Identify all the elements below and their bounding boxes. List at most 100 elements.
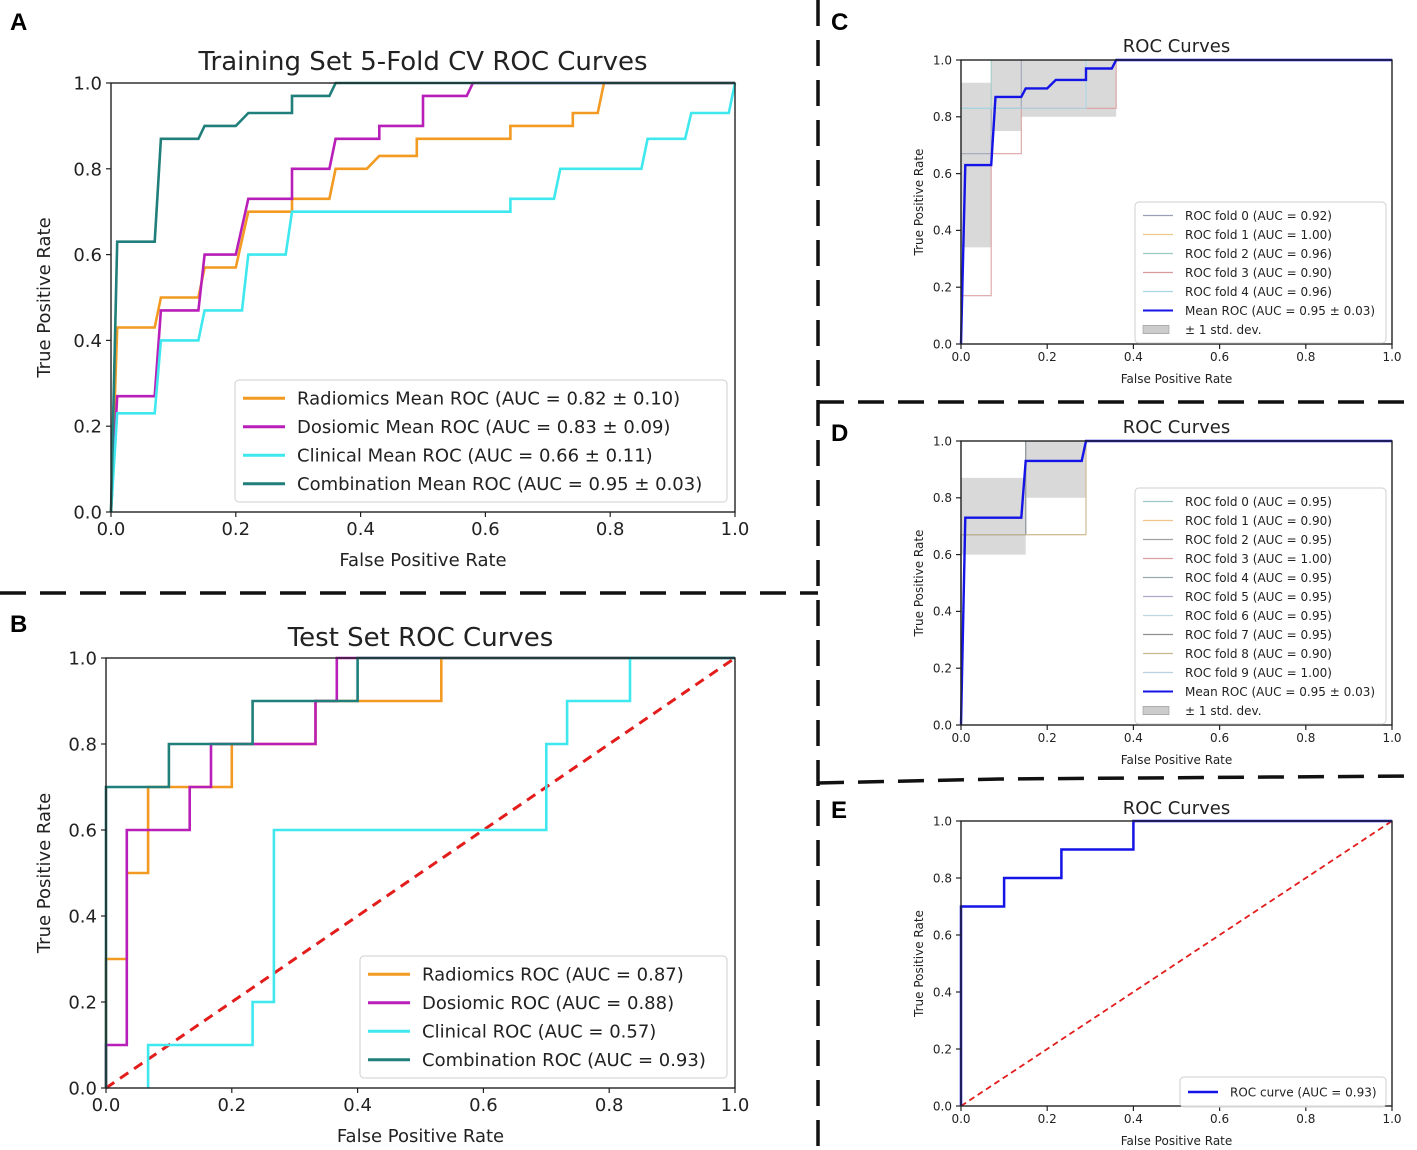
panel-label-b: B [10, 611, 27, 638]
y-tick-label: 0.0 [933, 1099, 952, 1113]
y-tick-label: 0.2 [73, 417, 102, 438]
y-axis-label: True Positive Rate [34, 217, 55, 378]
plot-frame [960, 59, 1393, 345]
separator-de [817, 774, 1417, 785]
legend-entry-label: Radiomics Mean ROC (AUC = 0.82 ± 0.10) [297, 389, 680, 410]
y-tick-label: 0.8 [68, 734, 97, 755]
plot-frame [110, 82, 736, 513]
y-tick-label: 0.4 [73, 331, 102, 352]
panel-label-d: D [831, 420, 848, 447]
y-tick-label: 0.6 [73, 245, 102, 266]
y-tick-label: 0.4 [933, 985, 952, 999]
x-tick-label: 1.0 [721, 519, 750, 540]
legend-entry-label: ROC fold 1 (AUC = 1.00) [1185, 228, 1332, 242]
x-tick-label: 0.4 [1124, 350, 1143, 364]
legend-entry-label: ROC curve (AUC = 0.93) [1230, 1085, 1377, 1099]
y-tick-label: 0.6 [933, 548, 952, 562]
y-axis-label: True Positive Rate [912, 910, 926, 1018]
y-tick-label: 0.8 [933, 110, 952, 124]
x-tick-label: 0.4 [1124, 731, 1143, 745]
legend-entry-label: ROC fold 0 (AUC = 0.95) [1185, 495, 1332, 509]
fold-line-3 [960, 59, 1392, 344]
x-tick-label: 0.2 [1038, 350, 1057, 364]
std-band-area [961, 60, 1392, 248]
legend-entry-label: ROC fold 1 (AUC = 0.90) [1185, 514, 1332, 528]
chart-title: Test Set ROC Curves [287, 623, 554, 653]
legend-box [1179, 1076, 1387, 1108]
y-tick-label: 0.2 [68, 992, 97, 1013]
y-tick-label: 0.8 [73, 159, 102, 180]
y-tick-label: 0.6 [933, 928, 952, 942]
legend-box [234, 379, 728, 503]
legend-entry-label: ROC fold 5 (AUC = 0.95) [1185, 590, 1332, 604]
y-tick-label: 0.6 [933, 167, 952, 181]
y-tick-label: 0.2 [933, 1042, 952, 1056]
legend-entry-label: ROC fold 4 (AUC = 0.95) [1185, 571, 1332, 585]
panel-label-c: C [831, 9, 848, 36]
legend-entry-label: ROC fold 3 (AUC = 1.00) [1185, 552, 1332, 566]
y-tick-label: 1.0 [68, 648, 97, 669]
chart-title: ROC Curves [1123, 36, 1230, 57]
chart-title: ROC Curves [1123, 417, 1230, 438]
x-axis-label: False Positive Rate [1121, 753, 1233, 767]
chart-title: Training Set 5-Fold CV ROC Curves [197, 47, 647, 77]
x-axis-label: False Positive Rate [339, 550, 506, 571]
legend-entry-label: Combination ROC (AUC = 0.93) [422, 1050, 706, 1071]
series-line-mean [959, 819, 1392, 1106]
y-tick-label: 1.0 [933, 434, 952, 448]
y-tick-label: 1.0 [933, 53, 952, 67]
legend-swatch-std [1142, 324, 1170, 334]
y-axis-label: True Positive Rate [912, 530, 926, 638]
y-tick-label: 1.0 [73, 73, 102, 94]
legend-box [1134, 201, 1387, 344]
y-tick-label: 0.4 [933, 605, 952, 619]
x-axis-label: False Positive Rate [1121, 1134, 1233, 1148]
y-tick-label: 0.0 [68, 1078, 97, 1099]
y-axis-label: True Positive Rate [912, 149, 926, 257]
legend-entry-label: ROC fold 3 (AUC = 0.90) [1185, 266, 1332, 280]
x-tick-label: 0.4 [1124, 1112, 1143, 1126]
panel-label-e: E [831, 797, 847, 824]
legend-entry-label: Clinical ROC (AUC = 0.57) [422, 1022, 656, 1043]
legend-entry-label: Dosiomic ROC (AUC = 0.88) [422, 993, 674, 1014]
std-band-area [961, 441, 1392, 555]
legend-entry-label: ± 1 std. dev. [1185, 704, 1262, 718]
legend-entry-label: Clinical Mean ROC (AUC = 0.66 ± 0.11) [297, 446, 653, 467]
y-tick-label: 1.0 [933, 814, 952, 828]
x-tick-label: 0.2 [221, 519, 250, 540]
legend-box [1134, 487, 1387, 725]
legend-entry-label: ROC fold 7 (AUC = 0.95) [1185, 628, 1332, 642]
plot-frame [960, 440, 1393, 726]
y-tick-label: 0.4 [68, 906, 97, 927]
legend-entry-label: Mean ROC (AUC = 0.95 ± 0.03) [1185, 304, 1375, 318]
x-tick-label: 0.8 [1296, 350, 1315, 364]
chart-panel-d: ROC Curves 0.0 0.2 0.4 0.6 0.8 1.0 0.0 0.2 0.4 0.6… [912, 417, 1402, 767]
legend-entry-label: ROC fold 2 (AUC = 0.96) [1185, 247, 1332, 261]
plot-frame [960, 820, 1393, 1107]
chart-panel-e: ROC Curves 0.0 0.2 0.4 0.6 0.8 1.0 0.0 0.2 0.4 0.6… [912, 798, 1402, 1148]
series-line-combination [104, 656, 735, 1088]
legend-entry-label: Mean ROC (AUC = 0.95 ± 0.03) [1185, 685, 1375, 699]
y-tick-label: 0.8 [933, 871, 952, 885]
x-axis-label: False Positive Rate [337, 1126, 504, 1147]
x-tick-label: 0.8 [1296, 731, 1315, 745]
legend-swatch-std [1142, 705, 1170, 715]
legend-entry-label: ROC fold 4 (AUC = 0.96) [1185, 285, 1332, 299]
x-axis-label: False Positive Rate [1121, 372, 1233, 386]
y-tick-label: 0.4 [933, 224, 952, 238]
x-tick-label: 0.0 [951, 350, 970, 364]
legend-entry-label: ROC fold 9 (AUC = 1.00) [1185, 666, 1332, 680]
legend-entry-label: Combination Mean ROC (AUC = 0.95 ± 0.03) [297, 474, 702, 495]
legend-entry-label: Radiomics ROC (AUC = 0.87) [422, 965, 684, 986]
legend-entry-label: ROC fold 0 (AUC = 0.92) [1185, 209, 1332, 223]
legend-entry-label: ROC fold 8 (AUC = 0.90) [1185, 647, 1332, 661]
x-tick-label: 1.0 [1382, 731, 1401, 745]
x-tick-label: 0.0 [951, 1112, 970, 1126]
x-tick-label: 0.6 [1210, 731, 1229, 745]
plot-frame [105, 657, 736, 1089]
x-tick-label: 0.6 [1210, 1112, 1229, 1126]
y-tick-label: 0.2 [933, 281, 952, 295]
y-tick-label: 0.0 [933, 337, 952, 351]
x-tick-label: 0.4 [346, 519, 375, 540]
